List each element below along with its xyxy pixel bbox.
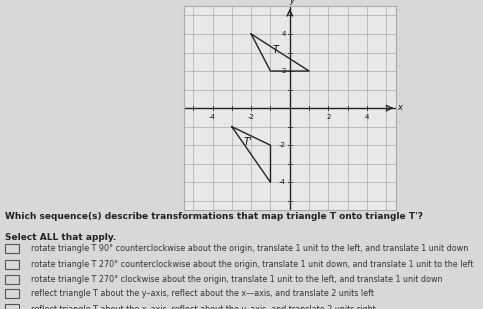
Text: rotate triangle T 270° clockwise about the origin, translate 1 unit to the left,: rotate triangle T 270° clockwise about t… (31, 275, 443, 284)
Text: T: T (272, 44, 278, 54)
Text: 2: 2 (326, 114, 331, 120)
Text: 4: 4 (282, 31, 286, 37)
Text: 4: 4 (365, 114, 369, 120)
Text: reflect triangle T about the x–axis, reflect about the y–axis, and translate 2 u: reflect triangle T about the x–axis, ref… (31, 304, 376, 309)
Text: rotate triangle T 270° counterclockwise about the origin, translate 1 unit down,: rotate triangle T 270° counterclockwise … (31, 260, 474, 269)
Text: reflect triangle T about the y–axis, reflect about the x––axis, and translate 2 : reflect triangle T about the y–axis, ref… (31, 289, 374, 298)
Text: -2: -2 (279, 142, 286, 148)
Text: -4: -4 (279, 179, 286, 185)
Text: T': T' (243, 137, 252, 147)
Text: -2: -2 (248, 114, 255, 120)
Text: x: x (397, 103, 402, 112)
Text: 2: 2 (282, 68, 286, 74)
Text: Which sequence(s) describe transformations that map triangle T onto triangle T'?: Which sequence(s) describe transformatio… (5, 212, 423, 221)
Text: -4: -4 (209, 114, 216, 120)
Text: Select ALL that apply.: Select ALL that apply. (5, 233, 116, 242)
Text: y: y (289, 0, 294, 5)
Text: rotate triangle T 90° counterclockwise about the origin, translate 1 unit to the: rotate triangle T 90° counterclockwise a… (31, 244, 469, 253)
